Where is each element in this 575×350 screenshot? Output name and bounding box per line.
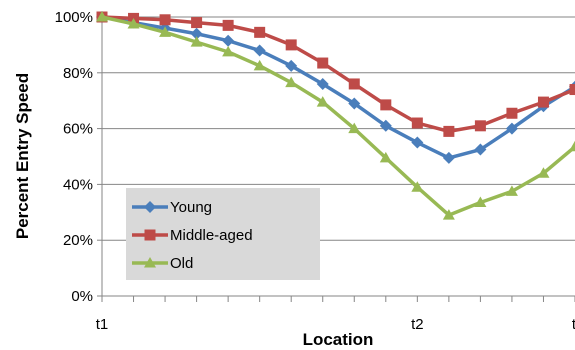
x-tick-label: t1: [96, 316, 109, 333]
gridlines: [102, 16, 575, 241]
legend-label: Old: [170, 255, 193, 272]
data-point: [191, 17, 203, 29]
data-point: [285, 59, 298, 72]
data-point: [285, 39, 297, 51]
data-point: [537, 167, 550, 178]
series-middle-aged: [96, 11, 575, 137]
data-point: [379, 151, 392, 163]
data-point: [442, 209, 455, 220]
data-point: [222, 45, 235, 57]
data-point: [379, 119, 392, 132]
data-point: [285, 76, 298, 88]
y-axis-title: Percent Entry Speed: [13, 73, 32, 239]
data-point: [411, 117, 423, 129]
data-point: [569, 140, 575, 152]
data-point: [222, 19, 234, 31]
data-point: [443, 125, 455, 137]
y-tick-label: 60%: [63, 121, 93, 138]
legend-label: Young: [170, 199, 212, 216]
data-point: [316, 77, 329, 90]
data-point: [411, 136, 424, 149]
data-point: [411, 181, 424, 192]
data-point: [317, 57, 329, 69]
data-point: [505, 185, 518, 196]
data-point: [127, 17, 140, 29]
y-axis-ticks: 0% 20% 40% 60% 80% 100%: [55, 9, 102, 305]
data-point: [348, 78, 360, 90]
data-point: [537, 96, 549, 108]
data-point: [253, 59, 266, 71]
legend-item: Old: [132, 255, 193, 272]
series-layer: [96, 11, 575, 220]
y-tick-label: 40%: [63, 176, 93, 193]
series-line: [101, 15, 575, 134]
y-tick-label: 0%: [71, 288, 93, 305]
data-point: [474, 143, 487, 156]
series-line: [101, 15, 575, 217]
data-point: [380, 99, 392, 111]
data-point: [253, 44, 266, 57]
legend-label: Middle-aged: [170, 227, 253, 244]
data-point: [254, 26, 266, 38]
axes: [101, 17, 575, 297]
y-tick-label: 20%: [63, 232, 93, 249]
data-point: [144, 257, 156, 268]
data-point: [348, 97, 361, 110]
legend: Young Middle-aged Old: [126, 188, 320, 280]
data-point: [144, 229, 156, 241]
data-point: [474, 196, 487, 208]
data-point: [190, 36, 203, 47]
data-point: [222, 34, 235, 47]
data-point: [316, 96, 329, 107]
x-axis-ticks: t1 t2 t: [96, 296, 575, 333]
data-point: [144, 201, 156, 213]
data-point: [506, 107, 518, 119]
data-point: [505, 122, 518, 135]
x-axis-title: Location: [303, 330, 374, 349]
x-tick-label: t: [572, 316, 575, 333]
data-point: [96, 11, 108, 22]
series-old: [96, 11, 575, 220]
data-point: [569, 84, 575, 96]
legend-item: Middle-aged: [132, 227, 253, 244]
data-point: [159, 14, 171, 26]
data-point: [348, 122, 361, 134]
data-point: [190, 27, 203, 40]
x-tick-label: t2: [411, 316, 424, 333]
y-tick-label: 80%: [63, 65, 93, 82]
data-point: [474, 120, 486, 132]
series-line: [101, 15, 575, 160]
legend-item: Young: [132, 199, 212, 216]
y-tick-label: 100%: [55, 9, 93, 26]
data-point: [159, 26, 172, 37]
data-point: [442, 151, 455, 164]
